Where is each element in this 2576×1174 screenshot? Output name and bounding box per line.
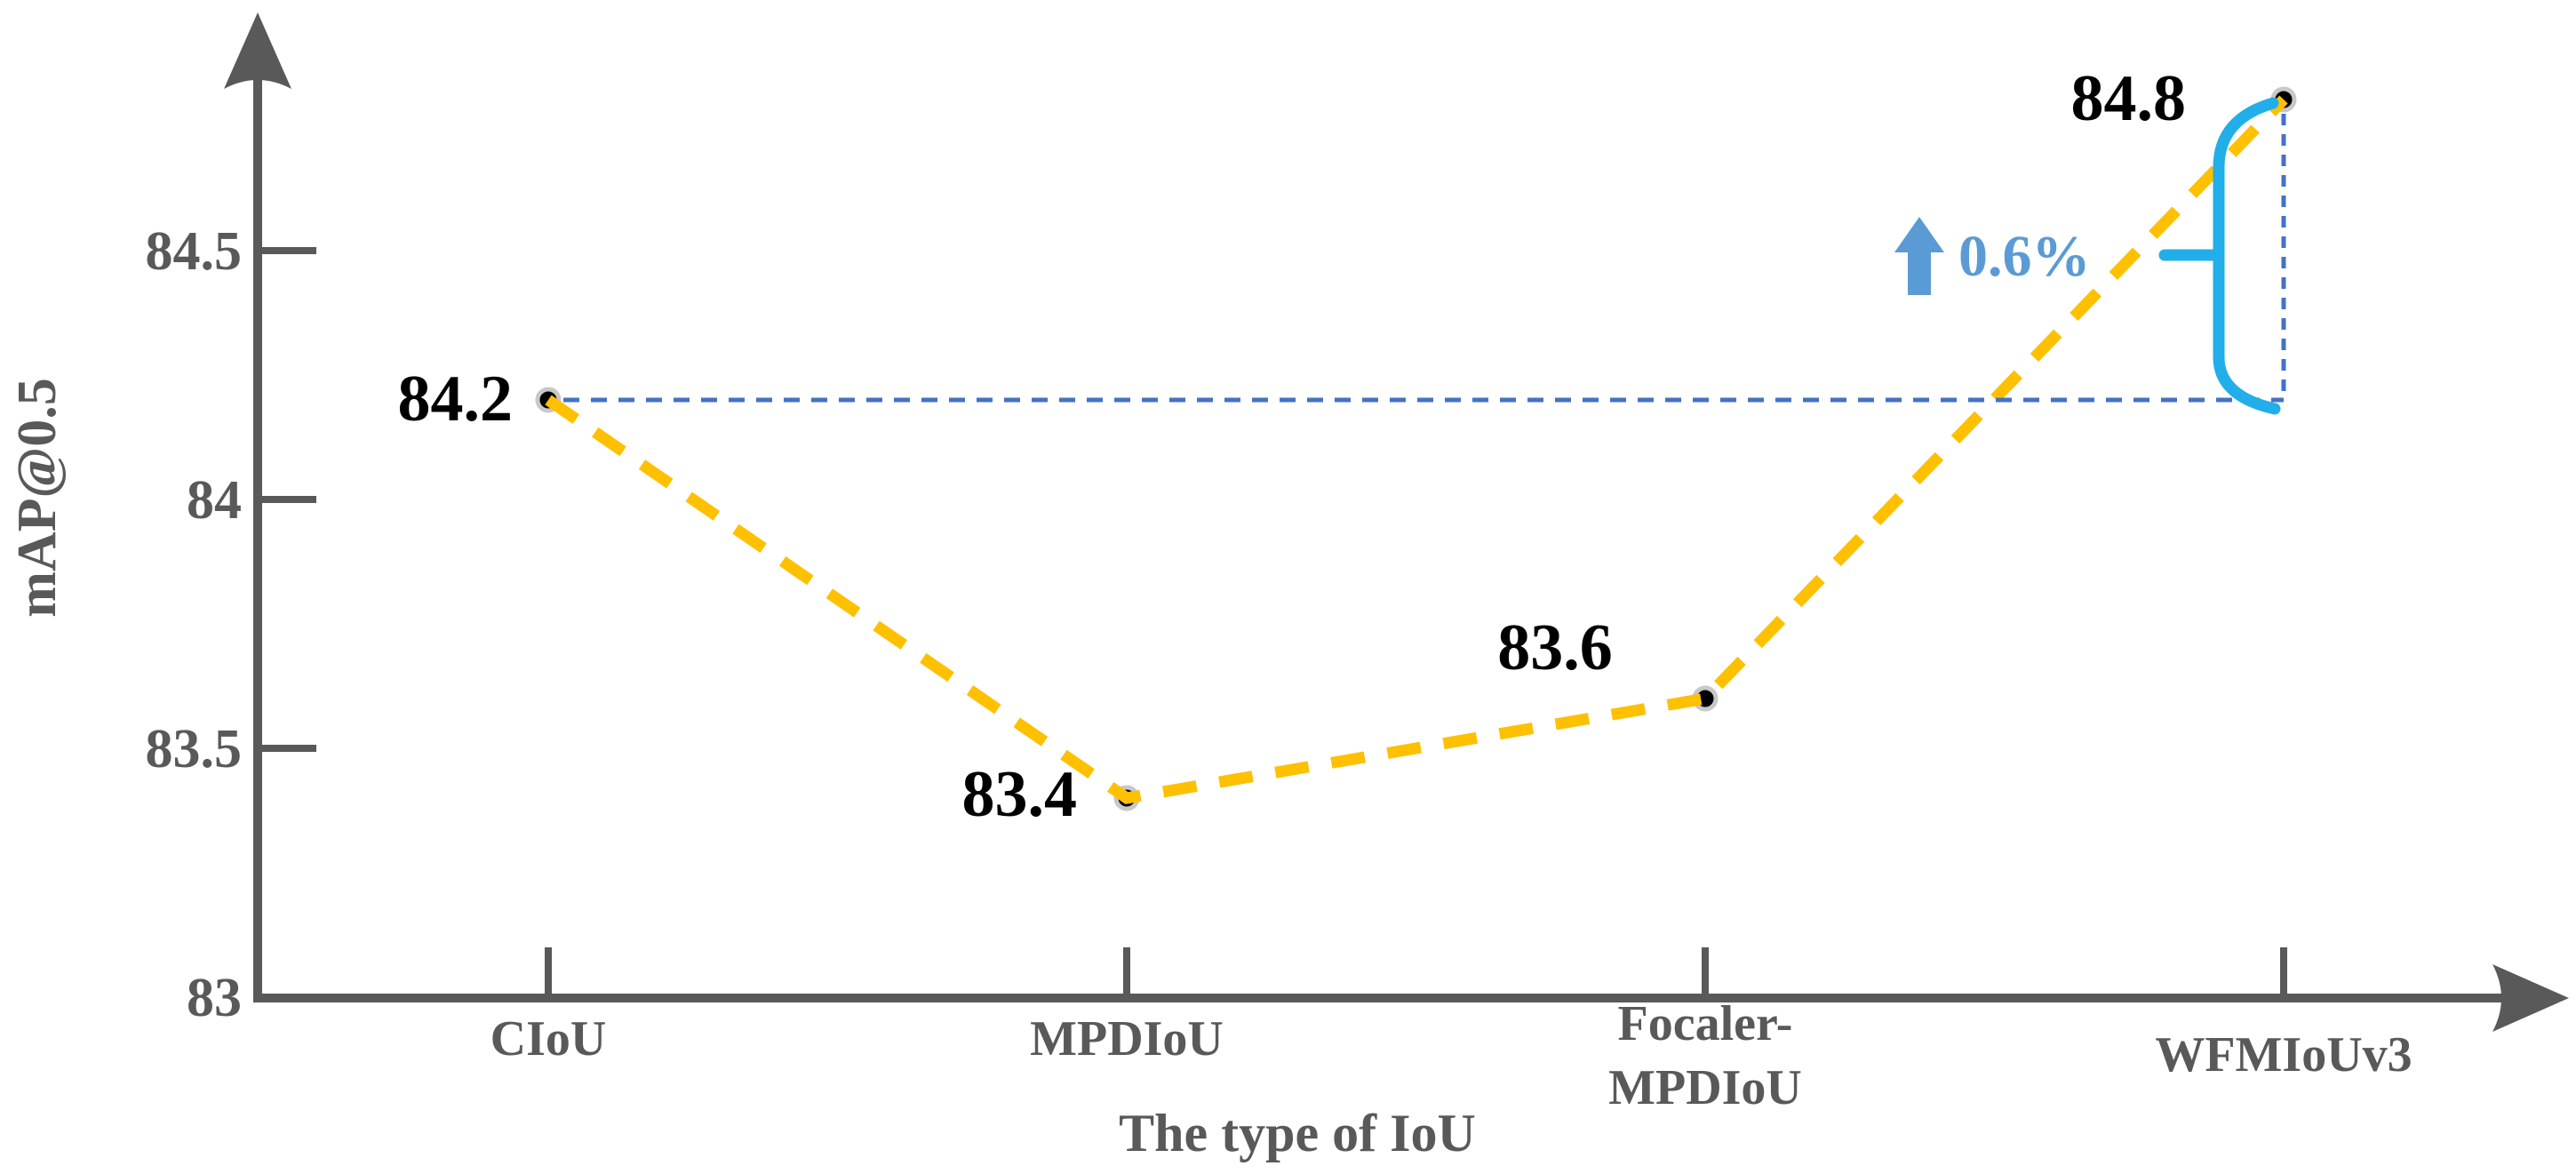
series-line [545, 95, 2288, 804]
xtick-label-focaler-line1: Focaler- [1618, 996, 1793, 1051]
xtick-label-ciou: CIoU [490, 1011, 607, 1066]
ytick-label-83_5: 83.5 [146, 719, 243, 779]
x-axis-title: The type of IoU [1119, 1104, 1476, 1162]
y-axis-title: mAP@0.5 [7, 378, 68, 617]
point-label-ciou: 84.2 [398, 363, 514, 435]
ytick-label-83: 83 [187, 968, 242, 1028]
annotation-value: 0.6% [1958, 224, 2091, 289]
point-label-mpdiou: 83.4 [962, 758, 1078, 831]
ytick-label-84: 84 [187, 470, 242, 531]
improvement-bracket [2213, 97, 2281, 415]
xtick-label-wfmiouv3: WFMIoUv3 [2155, 1027, 2412, 1082]
y-axis-arrowhead-icon [224, 12, 291, 89]
point-label-focaler: 83.6 [1497, 611, 1613, 684]
ytick-label-84_5: 84.5 [146, 221, 243, 282]
xtick-label-focaler-line2: MPDIoU [1608, 1060, 1802, 1115]
x-axis-arrowhead-icon [2492, 964, 2569, 1032]
point-label-wfmiouv3: 84.8 [2071, 62, 2187, 135]
xtick-label-mpdiou: MPDIoU [1030, 1011, 1224, 1066]
up-arrow-icon [1894, 217, 1944, 295]
